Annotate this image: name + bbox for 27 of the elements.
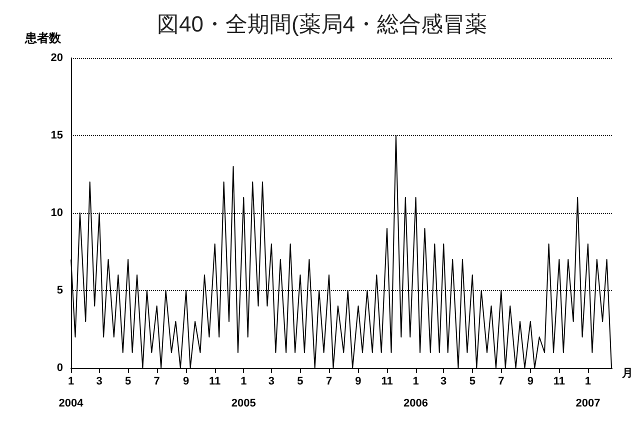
chart-title: 図40・全期間(薬局4・総合感冒薬 bbox=[156, 12, 488, 36]
x-tick-label: 5 bbox=[125, 376, 132, 388]
x-tick-label: 11 bbox=[381, 376, 393, 388]
x-tick-label: 7 bbox=[498, 376, 504, 388]
x-tick-label: 9 bbox=[527, 376, 534, 388]
y-tick-label: 15 bbox=[50, 130, 63, 142]
x-tick-label: 3 bbox=[268, 376, 275, 388]
x-tick-label: 1 2005 bbox=[231, 376, 256, 410]
x-tick-label: 11 bbox=[209, 376, 221, 388]
x-tick-label: 1 2006 bbox=[404, 376, 428, 410]
x-tick-label: 7 bbox=[326, 376, 332, 388]
y-tick-label: 20 bbox=[50, 52, 63, 64]
y-tick-label: 5 bbox=[56, 284, 63, 296]
x-axis-title: 月 bbox=[621, 368, 633, 380]
x-tick-label: 9 bbox=[355, 376, 362, 388]
x-tick-label: 9 bbox=[183, 376, 190, 388]
x-tick-label: 3 bbox=[96, 376, 102, 388]
x-tick-label: 1 2004 bbox=[58, 376, 84, 410]
x-tick-label: 5 bbox=[469, 376, 476, 388]
y-axis-title: 患者数 bbox=[24, 31, 62, 45]
x-tick-label: 1 2007 bbox=[576, 376, 600, 410]
y-tick-label: 10 bbox=[50, 207, 63, 219]
x-tick-label: 7 bbox=[154, 376, 160, 388]
x-tick-label: 11 bbox=[553, 376, 565, 388]
x-tick-label: 5 bbox=[297, 376, 304, 388]
y-tick-label: 0 bbox=[56, 362, 63, 374]
x-tick-label: 3 bbox=[440, 376, 447, 388]
